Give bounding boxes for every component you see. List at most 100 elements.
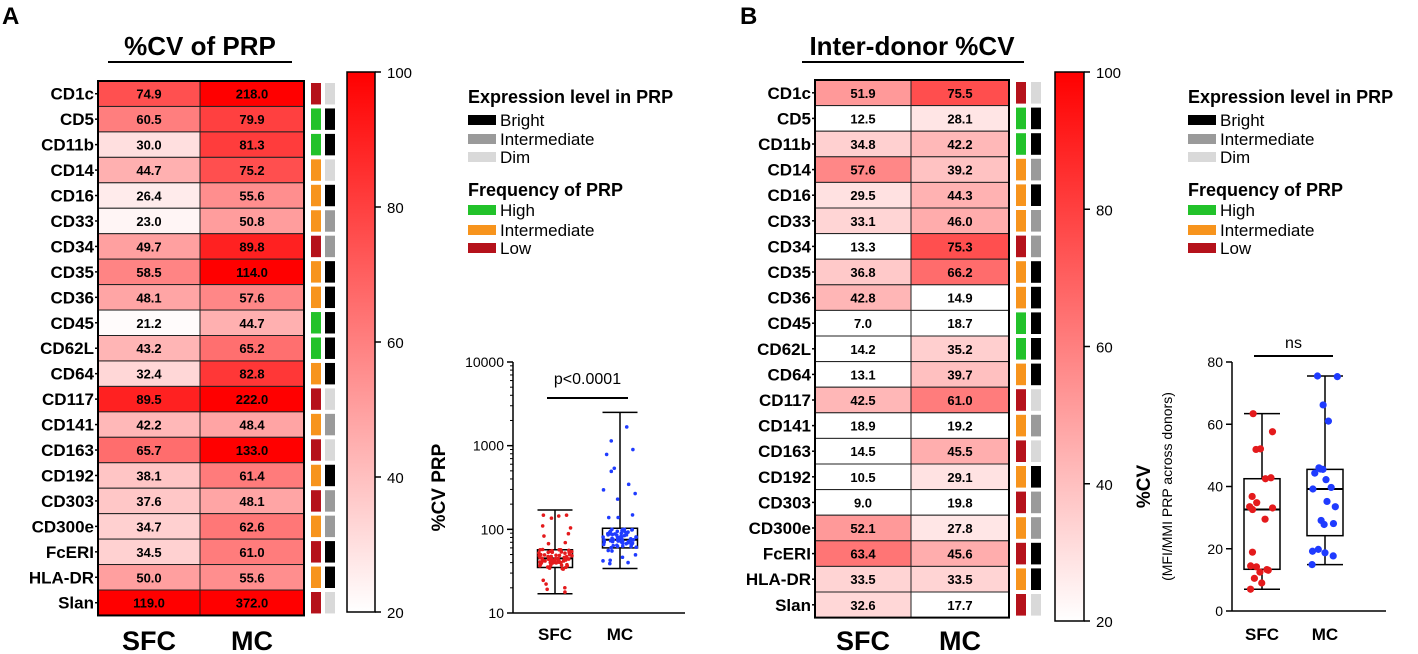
heatmap-cell-mc bbox=[910, 284, 1010, 311]
marker-label: CD163 bbox=[41, 441, 94, 460]
heatmap-value-mc: 61.4 bbox=[239, 468, 265, 483]
frequency-legend-swatch bbox=[468, 243, 496, 253]
heatmap-value-sfc: 58.5 bbox=[136, 265, 161, 280]
heatmap-value-sfc: 13.3 bbox=[850, 239, 875, 254]
expression-legend-title: Expression level in PRP bbox=[468, 87, 673, 107]
data-point-mc bbox=[601, 488, 606, 492]
heatmap-value-sfc: 43.2 bbox=[136, 341, 161, 356]
significance-label: ns bbox=[1285, 335, 1302, 352]
heatmap-value-sfc: 10.5 bbox=[850, 470, 875, 485]
colorbar-tick-label: 60 bbox=[1096, 340, 1113, 357]
data-point-mc bbox=[624, 425, 629, 429]
data-point-mc bbox=[608, 532, 613, 536]
data-point-sfc bbox=[1258, 579, 1266, 587]
data-point-mc bbox=[1324, 417, 1333, 425]
frequency-legend-swatch bbox=[468, 225, 496, 235]
marker-label: CD300e bbox=[32, 517, 94, 536]
boxplot-x-label: SFC bbox=[538, 625, 572, 644]
marker-label: CD14 bbox=[51, 161, 95, 180]
heatmap-value-mc: 42.2 bbox=[947, 137, 972, 152]
frequency-legend-swatch bbox=[1188, 225, 1216, 235]
boxplot-y-tick-label: 100 bbox=[481, 521, 505, 537]
data-point-mc bbox=[626, 560, 630, 565]
heatmap-value-mc: 79.9 bbox=[239, 112, 264, 127]
data-point-mc bbox=[616, 515, 620, 520]
heatmap-value-sfc: 63.4 bbox=[850, 547, 876, 562]
data-point-sfc bbox=[567, 550, 571, 555]
heatmap-value-mc: 45.6 bbox=[947, 547, 972, 562]
expression-indicator bbox=[1031, 261, 1041, 283]
heatmap-value-mc: 14.9 bbox=[947, 291, 972, 306]
heatmap-value-mc: 133.0 bbox=[236, 443, 269, 458]
heatmap-cell-sfc bbox=[97, 462, 201, 489]
marker-label: CD14 bbox=[768, 161, 812, 180]
data-point-sfc bbox=[542, 553, 547, 557]
heatmap-cell-sfc bbox=[814, 233, 912, 260]
heatmap-value-mc: 57.6 bbox=[239, 290, 264, 305]
marker-label: CD33 bbox=[51, 212, 94, 231]
marker-label: CD303 bbox=[758, 493, 811, 512]
data-point-mc bbox=[616, 539, 620, 543]
marker-label: Slan bbox=[58, 594, 94, 613]
heatmap-value-sfc: 30.0 bbox=[136, 138, 161, 153]
heatmap-value-mc: 55.6 bbox=[239, 570, 264, 585]
data-point-sfc bbox=[558, 547, 563, 552]
heatmap-value-sfc: 33.5 bbox=[850, 572, 875, 587]
heatmap-value-sfc: 37.6 bbox=[136, 494, 161, 509]
marker-label: CD141 bbox=[41, 416, 94, 435]
data-point-sfc bbox=[1256, 445, 1265, 453]
data-point-mc bbox=[615, 543, 619, 548]
marker-label: CD16 bbox=[768, 186, 811, 205]
expression-indicator bbox=[1031, 466, 1041, 488]
heatmap-value-sfc: 44.7 bbox=[136, 163, 161, 178]
box-iqr bbox=[1243, 477, 1281, 571]
heatmap-value-mc: 81.3 bbox=[239, 138, 264, 153]
expression-indicator bbox=[325, 464, 335, 487]
heatmap-value-mc: 75.3 bbox=[947, 239, 972, 254]
heatmap-cell-mc bbox=[910, 207, 1010, 235]
marker-label: CD34 bbox=[768, 237, 812, 256]
heatmap-value-sfc: 23.0 bbox=[136, 214, 161, 229]
colorbar-tick-label: 40 bbox=[1096, 477, 1113, 494]
expression-indicator bbox=[1031, 542, 1041, 565]
data-point-mc bbox=[630, 528, 634, 532]
data-point-sfc bbox=[565, 562, 569, 567]
marker-label: CD1c bbox=[51, 85, 94, 104]
heatmap-cell-mc bbox=[910, 181, 1010, 209]
heatmap-cell-sfc bbox=[97, 105, 201, 133]
data-point-mc bbox=[612, 466, 617, 471]
heatmap-cell-mc bbox=[199, 411, 305, 438]
heatmap-value-mc: 218.0 bbox=[236, 87, 269, 102]
data-point-sfc bbox=[542, 534, 546, 538]
heatmap-value-sfc: 26.4 bbox=[136, 189, 162, 204]
frequency-indicator bbox=[311, 133, 321, 156]
marker-label: CD62L bbox=[757, 340, 811, 359]
data-point-sfc bbox=[563, 585, 567, 590]
frequency-legend-label: High bbox=[500, 201, 535, 220]
marker-label: CD64 bbox=[768, 365, 812, 384]
panel-title: %CV of PRP bbox=[124, 31, 276, 61]
data-point-mc bbox=[614, 533, 619, 537]
expression-indicator bbox=[325, 490, 335, 512]
data-point-mc bbox=[610, 539, 615, 544]
frequency-indicator bbox=[1016, 542, 1026, 565]
data-point-mc bbox=[601, 535, 605, 539]
data-point-sfc bbox=[557, 559, 561, 563]
frequency-indicator bbox=[311, 312, 321, 334]
heatmap-value-mc: 65.2 bbox=[239, 341, 264, 356]
heatmap-value-mc: 17.7 bbox=[947, 598, 972, 613]
frequency-indicator bbox=[1016, 338, 1026, 360]
data-point-mc bbox=[604, 452, 609, 457]
expression-indicator bbox=[325, 362, 335, 385]
heatmap-value-mc: 39.7 bbox=[947, 367, 972, 382]
heatmap-value-mc: 222.0 bbox=[236, 392, 269, 407]
panel-a-letter: A bbox=[2, 3, 19, 30]
panel-b-letter: B bbox=[740, 3, 757, 30]
data-point-sfc bbox=[564, 565, 568, 570]
data-point-sfc bbox=[563, 540, 568, 545]
heatmap-value-mc: 45.5 bbox=[947, 444, 972, 459]
frequency-legend-label: High bbox=[1220, 201, 1255, 220]
data-point-sfc bbox=[537, 560, 542, 564]
expression-indicator bbox=[1031, 363, 1041, 386]
heatmap-value-mc: 372.0 bbox=[236, 596, 269, 611]
